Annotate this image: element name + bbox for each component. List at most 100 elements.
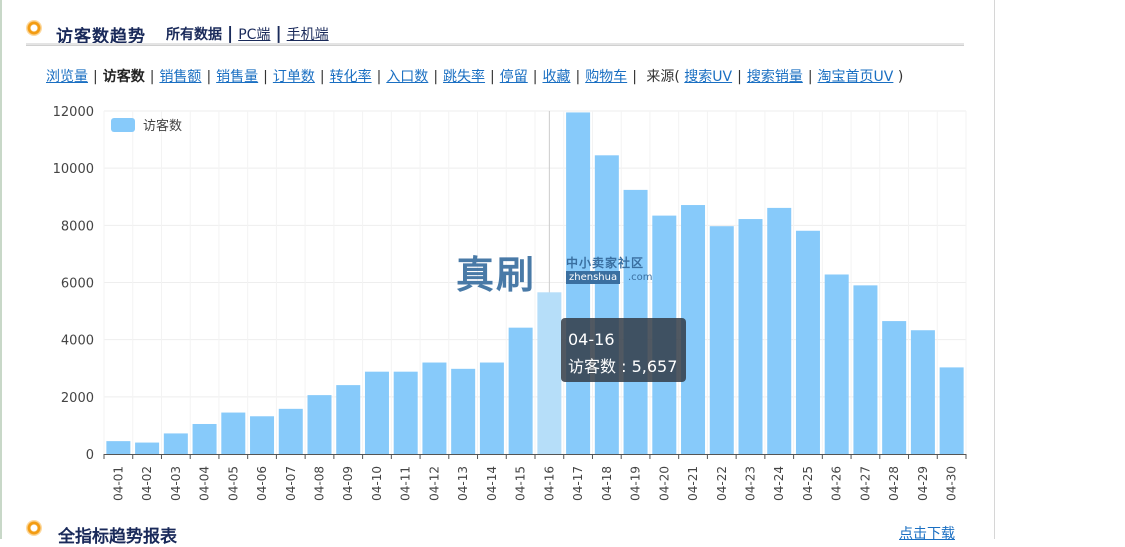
metric-tabs: 浏览量 | 访客数 | 销售额 | 销售量 | 订单数 | 转化率 | 入口数 | 跳失率 | 停留 | 收藏 | 购物… bbox=[46, 66, 903, 86]
source-tab-search-sales[interactable]: 搜索销量 bbox=[746, 69, 803, 85]
metric-tab-sales-amount[interactable]: 销售额 bbox=[159, 69, 202, 85]
x-tick-label: 04-26 bbox=[830, 466, 844, 501]
x-tick-label: 04-13 bbox=[456, 466, 470, 501]
bar bbox=[307, 395, 332, 454]
y-tick-label: 6000 bbox=[61, 277, 94, 292]
download-link[interactable]: 点击下载 bbox=[899, 526, 955, 542]
bar-highlighted bbox=[537, 292, 562, 454]
bar bbox=[709, 226, 734, 454]
x-tick-label: 04-21 bbox=[686, 466, 700, 501]
metric-separator: | bbox=[93, 69, 98, 85]
metric-separator: | bbox=[737, 69, 742, 85]
x-tick-label: 04-30 bbox=[945, 466, 959, 501]
x-tick-label: 04-06 bbox=[255, 466, 269, 501]
chart-tooltip: 04-16 访客数 : 5,657 bbox=[561, 318, 686, 382]
y-tick-label: 10000 bbox=[53, 162, 94, 177]
metric-tab-orders[interactable]: 订单数 bbox=[272, 69, 315, 85]
x-tick-label: 04-05 bbox=[226, 466, 240, 501]
tooltip-value: 访客数 : 5,657 bbox=[568, 357, 678, 376]
bar bbox=[135, 442, 160, 454]
subnav-mobile[interactable]: 手机端 bbox=[286, 27, 329, 43]
watermark-logo: 真刷 bbox=[456, 252, 537, 297]
tooltip-date: 04-16 bbox=[568, 330, 615, 349]
watermark-tagline: 中小卖家社区 bbox=[566, 256, 645, 270]
metric-separator: | bbox=[433, 69, 439, 85]
bar bbox=[853, 285, 878, 454]
bar bbox=[910, 330, 935, 454]
metric-tab-conversion[interactable]: 转化率 bbox=[329, 69, 372, 85]
left-border bbox=[0, 0, 2, 539]
metric-separator: | bbox=[206, 69, 212, 85]
legend-label: 访客数 bbox=[143, 118, 182, 134]
x-tick-label: 04-03 bbox=[169, 466, 183, 501]
bar bbox=[451, 368, 476, 454]
metric-tab-stay[interactable]: 停留 bbox=[499, 69, 528, 85]
x-tick-label: 04-23 bbox=[744, 466, 758, 501]
legend-swatch bbox=[111, 118, 135, 132]
source-close: ) bbox=[897, 69, 904, 85]
x-tick-label: 04-01 bbox=[111, 466, 125, 501]
x-tick-label: 04-04 bbox=[198, 466, 212, 501]
subnav-all-data[interactable]: 所有数据 bbox=[166, 27, 222, 43]
metric-separator: | bbox=[376, 69, 382, 85]
metric-separator: | bbox=[632, 69, 637, 85]
x-tick-label: 04-11 bbox=[399, 466, 413, 501]
source-tab-search-uv[interactable]: 搜索UV bbox=[684, 69, 733, 85]
section-title: 访客数趋势 bbox=[56, 27, 146, 47]
watermark: 真刷 中小卖家社区 zhenshua .com bbox=[456, 244, 686, 297]
metric-separator: | bbox=[149, 69, 155, 85]
bar bbox=[364, 371, 389, 454]
x-tick-label: 04-22 bbox=[715, 466, 729, 501]
watermark-domain: .com bbox=[628, 272, 653, 283]
bar bbox=[882, 321, 907, 454]
bar bbox=[479, 362, 504, 454]
bar bbox=[221, 412, 246, 454]
footer-bullet-icon bbox=[26, 520, 42, 536]
metric-tab-favorites[interactable]: 收藏 bbox=[542, 69, 571, 85]
x-tick-label: 04-07 bbox=[284, 466, 298, 501]
metric-tab-cart[interactable]: 购物车 bbox=[585, 69, 628, 85]
metric-separator: | bbox=[532, 69, 538, 85]
metric-tab-sales-volume[interactable]: 销售量 bbox=[216, 69, 259, 85]
metric-separator: | bbox=[575, 69, 581, 85]
metric-separator: | bbox=[807, 69, 813, 85]
subnav-pc[interactable]: PC端 bbox=[238, 27, 271, 43]
x-tick-label: 04-17 bbox=[571, 466, 585, 501]
x-tick-label: 04-09 bbox=[341, 466, 355, 501]
bar bbox=[250, 416, 275, 454]
right-border bbox=[994, 0, 995, 539]
x-tick-label: 04-27 bbox=[858, 466, 872, 501]
data-source-nav: 所有数据 | PC端 | 手机端 bbox=[166, 24, 329, 44]
section-bullet-icon bbox=[26, 20, 42, 36]
footer-section-title: 全指标趋势报表 bbox=[58, 527, 177, 547]
metric-separator: | bbox=[319, 69, 325, 85]
section-header: 访客数趋势 所有数据 | PC端 | 手机端 bbox=[26, 14, 964, 47]
x-tick-label: 04-19 bbox=[629, 466, 643, 501]
metric-tab-visitors[interactable]: 访客数 bbox=[102, 69, 145, 85]
x-tick-label: 04-08 bbox=[313, 466, 327, 501]
bar bbox=[939, 367, 964, 454]
x-tick-label: 04-18 bbox=[600, 466, 614, 501]
metric-tab-bounce-rate[interactable]: 跳失率 bbox=[443, 69, 486, 85]
chart-grid bbox=[103, 110, 967, 454]
chart-legend: 访客数 bbox=[111, 118, 182, 134]
y-tick-label: 2000 bbox=[61, 391, 94, 406]
bar bbox=[738, 219, 763, 454]
x-tick-label: 04-15 bbox=[514, 466, 528, 501]
bar bbox=[163, 433, 188, 454]
bar bbox=[336, 385, 361, 454]
x-tick-label: 04-16 bbox=[542, 466, 556, 501]
y-axis: 0 2000 4000 6000 8000 10000 12000 bbox=[53, 105, 94, 463]
bar bbox=[767, 207, 792, 454]
header-divider bbox=[26, 43, 964, 46]
bar bbox=[824, 274, 849, 454]
bar bbox=[422, 362, 447, 454]
x-tick-label: 04-28 bbox=[887, 466, 901, 501]
y-tick-label: 8000 bbox=[61, 219, 94, 234]
y-tick-label: 12000 bbox=[53, 105, 94, 120]
metric-tab-entries[interactable]: 入口数 bbox=[386, 69, 429, 85]
metric-tab-pageviews[interactable]: 浏览量 bbox=[46, 69, 88, 85]
x-tick-label: 04-29 bbox=[916, 466, 930, 501]
source-tab-taobao-home-uv[interactable]: 淘宝首页UV bbox=[817, 69, 894, 85]
metric-separator: | bbox=[490, 69, 495, 85]
